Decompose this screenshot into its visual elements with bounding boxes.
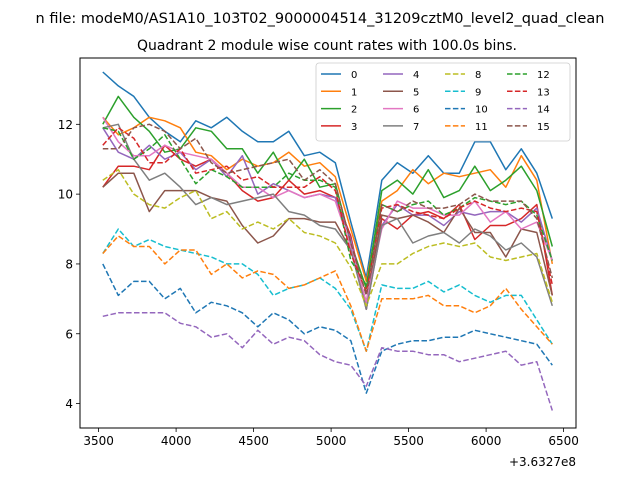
legend-label: 7: [413, 122, 419, 133]
legend-label: 8: [475, 70, 481, 81]
figure-suptitle: n file: modeM0/AS1A10_103T02_9000004514_…: [36, 11, 605, 27]
series-line-9: [102, 228, 553, 352]
x-tick-label: 5000: [316, 434, 347, 448]
legend-label: 10: [475, 105, 488, 116]
legend-label: 0: [351, 70, 357, 81]
x-tick-label: 5500: [393, 434, 424, 448]
series-line-7: [102, 123, 554, 311]
x-offset-label: +3.6327e8: [509, 455, 576, 469]
chart-title: Quadrant 2 module wise count rates with …: [137, 38, 517, 54]
legend-label: 6: [413, 105, 419, 116]
series-line-13: [102, 127, 554, 293]
legend-label: 2: [351, 105, 357, 116]
legend-label: 12: [537, 70, 550, 81]
legend-label: 15: [537, 122, 550, 133]
series-line-3: [102, 144, 554, 311]
legend-label: 3: [351, 122, 357, 133]
x-tick-label: 4500: [238, 434, 269, 448]
legend-label: 1: [351, 87, 357, 98]
x-tick-label: 3500: [83, 434, 114, 448]
series-line-5: [102, 172, 554, 304]
ticks-layer: 3500 4000 4500 5000 5500 6000 6500 4 6 8 10 12: [58, 118, 579, 448]
series-layer: [102, 71, 554, 411]
x-tick-label: 6000: [471, 434, 502, 448]
series-line-0: [102, 71, 554, 279]
legend-label: 4: [413, 70, 419, 81]
y-tick-label: 8: [65, 257, 73, 271]
series-line-2: [102, 95, 554, 290]
legend-box: [315, 62, 571, 142]
legend-label: 11: [475, 122, 488, 133]
series-line-12: [102, 127, 554, 286]
y-tick-label: 10: [58, 188, 73, 202]
series-line-10: [102, 263, 553, 394]
legend-label: 9: [475, 87, 481, 98]
series-line-4: [102, 127, 554, 311]
series-line-8: [102, 168, 554, 307]
legend-label: 13: [537, 87, 550, 98]
y-tick-label: 6: [65, 327, 73, 341]
legend-label: 14: [537, 105, 550, 116]
axes-frame: [79, 57, 577, 429]
legend-label: 5: [413, 87, 419, 98]
y-tick-label: 4: [65, 397, 73, 411]
series-line-11: [102, 235, 553, 352]
series-line-14: [102, 312, 554, 411]
series-line-1: [102, 116, 554, 283]
x-tick-label: 6500: [548, 434, 579, 448]
x-tick-label: 4000: [161, 434, 192, 448]
y-tick-label: 12: [58, 118, 73, 132]
